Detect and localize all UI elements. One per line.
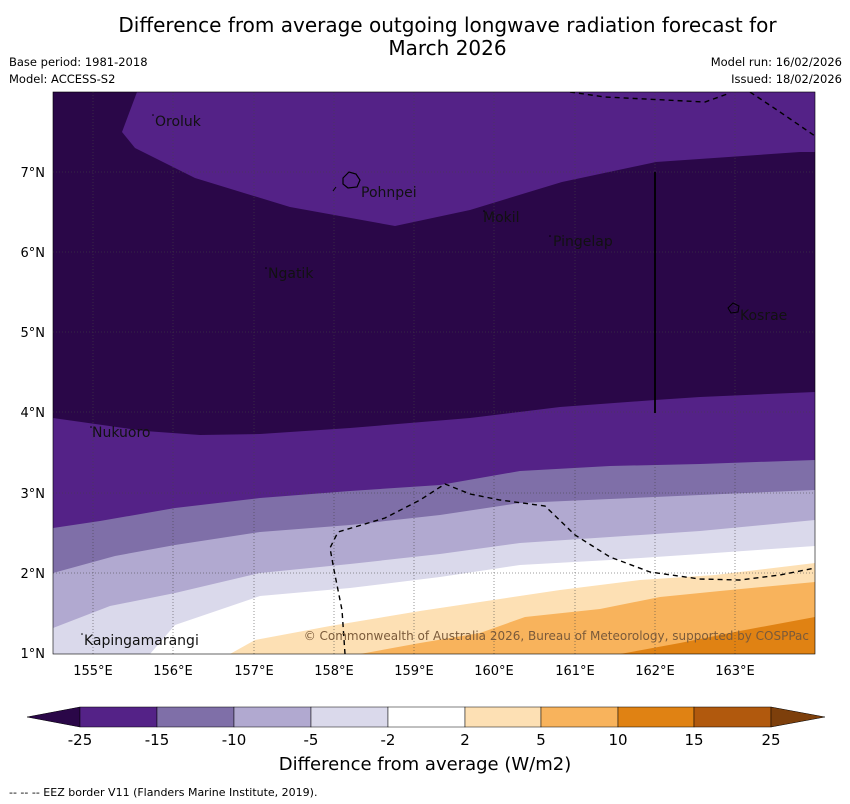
- band-orange-15: [620, 617, 815, 654]
- place-oroluk: Oroluk: [155, 114, 202, 130]
- nukuoro-marker: [90, 426, 92, 428]
- pingelap-marker: [549, 235, 551, 237]
- place-kosrae: Kosrae: [740, 308, 787, 324]
- meta-left: Base period: 1981-2018 Model: ACCESS-S2: [9, 54, 148, 88]
- meta-right: Model run: 16/02/2026 Issued: 18/02/2026: [711, 54, 842, 88]
- colorbar-swatch: [310, 706, 389, 728]
- band-orange-10: [360, 582, 815, 654]
- place-mokil: Mokil: [483, 210, 520, 226]
- mokil-marker: [483, 210, 485, 212]
- colorbar-swatch: [387, 706, 466, 728]
- lon-label: 156°E: [153, 664, 193, 679]
- colorbar-swatch: [233, 706, 312, 728]
- colorbar-tick: -15: [145, 731, 170, 749]
- colorbar-swatch: [79, 706, 158, 728]
- colorbar-tick: 25: [761, 731, 780, 749]
- lon-label: 158°E: [314, 664, 354, 679]
- copyright-notice: © Commonwealth of Australia 2026, Bureau…: [304, 629, 809, 643]
- lon-axis: 155°E 156°E 157°E 158°E 159°E 160°E 161°…: [73, 664, 755, 679]
- title-line-1: Difference from average outgoing longwav…: [118, 13, 777, 37]
- graticule: [53, 92, 815, 654]
- base-period: Base period: 1981-2018: [9, 55, 148, 69]
- map-title: Difference from average outgoing longwav…: [60, 14, 835, 60]
- place-ngatik: Ngatik: [268, 266, 314, 282]
- colorbar-tick: -10: [222, 731, 247, 749]
- band-dark-25: [53, 92, 815, 435]
- colorbar: -25 -15 -10 -5 -2 2 5 10 15 25: [26, 706, 826, 749]
- colorbar-tick: 15: [684, 731, 703, 749]
- colorbar-swatch: [156, 706, 235, 728]
- lat-label: 4°N: [21, 406, 46, 421]
- place-nukuoro: Nukuoro: [92, 425, 150, 441]
- place-pohnpei: Pohnpei: [361, 185, 417, 201]
- pohnpei-islet-mark: [332, 186, 337, 192]
- lat-label: 6°N: [21, 246, 46, 261]
- place-kapingamarangi: Kapingamarangi: [84, 633, 199, 649]
- colorbar-swatch: [464, 706, 542, 728]
- colorbar-tick: 10: [608, 731, 627, 749]
- lon-label: 161°E: [555, 664, 595, 679]
- kosrae-island-shape: [727, 302, 740, 314]
- colorbar-swatch: [540, 706, 619, 728]
- title-line-2: March 2026: [388, 36, 507, 60]
- lat-label: 2°N: [21, 567, 46, 582]
- lon-label: 159°E: [394, 664, 434, 679]
- lat-label: 3°N: [21, 487, 46, 502]
- model-run: Model run: 16/02/2026: [710, 55, 842, 69]
- colorbar-under-triangle: [26, 706, 81, 728]
- lon-label: 162°E: [635, 664, 675, 679]
- place-pingelap: Pingelap: [553, 234, 613, 250]
- colorbar-tick: -25: [68, 731, 93, 749]
- lon-label: 155°E: [73, 664, 113, 679]
- colorbar-over-triangle: [770, 706, 826, 728]
- colorbar-tick: -5: [304, 731, 319, 749]
- lat-label: 5°N: [21, 326, 46, 341]
- kapingamarangi-marker: [81, 633, 83, 635]
- lon-label: 157°E: [234, 664, 274, 679]
- oroluk-marker: [152, 114, 154, 116]
- pohnpei-island-shape: [342, 171, 361, 189]
- colorbar-tick: 5: [536, 731, 546, 749]
- lat-label: 7°N: [21, 166, 46, 181]
- footnote: -- -- -- EEZ border V11 (Flanders Marine…: [9, 786, 318, 799]
- map-frame: [52, 91, 816, 655]
- colorbar-title: Difference from average (W/m2): [278, 754, 572, 775]
- colorbar-tick: 2: [460, 731, 470, 749]
- ngatik-marker: [265, 267, 267, 269]
- model-name: Model: ACCESS-S2: [9, 72, 116, 86]
- issued-date: Issued: 18/02/2026: [731, 72, 842, 86]
- lat-label: 1°N: [21, 647, 46, 662]
- lat-axis: 7°N 6°N 5°N 4°N 3°N 2°N 1°N: [21, 166, 46, 662]
- map-plot-area[interactable]: [53, 92, 815, 654]
- eez-border: [329, 92, 815, 654]
- colorbar-tick: -2: [381, 731, 396, 749]
- colorbar-swatch: [693, 706, 772, 728]
- lon-label: 163°E: [715, 664, 755, 679]
- colorbar-swatch: [617, 706, 695, 728]
- lon-label: 160°E: [474, 664, 514, 679]
